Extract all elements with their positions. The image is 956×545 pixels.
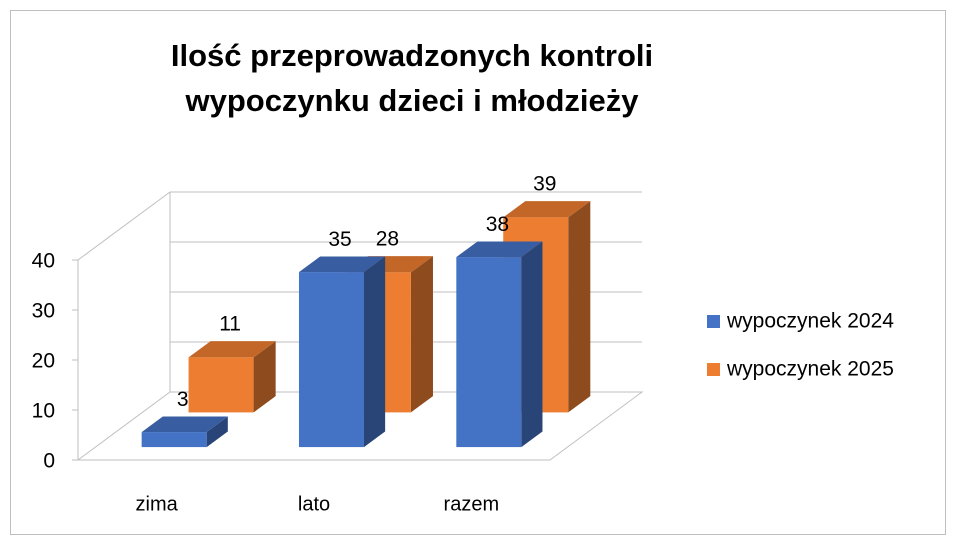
data-label: 35	[328, 228, 351, 251]
data-label: 28	[376, 228, 399, 251]
y-tick-label: 0	[43, 450, 55, 473]
legend-swatch	[707, 315, 720, 328]
bar-top	[456, 241, 543, 258]
data-label: 39	[533, 173, 556, 196]
bar-top	[503, 201, 591, 218]
bar-side	[521, 241, 543, 448]
chart-title: wypoczynku dzieci i młodzieży	[184, 83, 639, 118]
data-label: 11	[219, 313, 241, 336]
x-tick-label: lato	[298, 493, 330, 515]
x-tick-label: razem	[444, 493, 500, 515]
legend-label: wypoczynek 2024	[726, 310, 894, 333]
bar	[188, 357, 254, 413]
y-tick-label: 30	[32, 300, 55, 323]
bar	[141, 432, 207, 448]
bar-side	[568, 201, 591, 413]
bar-side	[206, 416, 228, 448]
axis-line	[77, 191, 171, 261]
y-tick-label: 40	[32, 250, 55, 273]
bar-side	[363, 256, 386, 448]
bar-top	[141, 416, 228, 433]
bar-top	[298, 256, 386, 273]
data-label: 38	[486, 213, 509, 236]
x-tick-label: zima	[136, 493, 179, 515]
legend-label: wypoczynek 2025	[726, 358, 894, 381]
bar-side	[410, 256, 433, 413]
bar-top	[188, 341, 276, 358]
legend-swatch	[707, 363, 720, 376]
data-label: 3	[177, 388, 189, 411]
y-tick-label: 10	[32, 400, 55, 423]
bar	[298, 272, 364, 448]
chart-title: Ilość przeprowadzonych kontroli	[171, 38, 653, 73]
y-tick-label: 20	[32, 350, 55, 373]
bar-side	[253, 341, 276, 413]
bar	[456, 257, 522, 448]
